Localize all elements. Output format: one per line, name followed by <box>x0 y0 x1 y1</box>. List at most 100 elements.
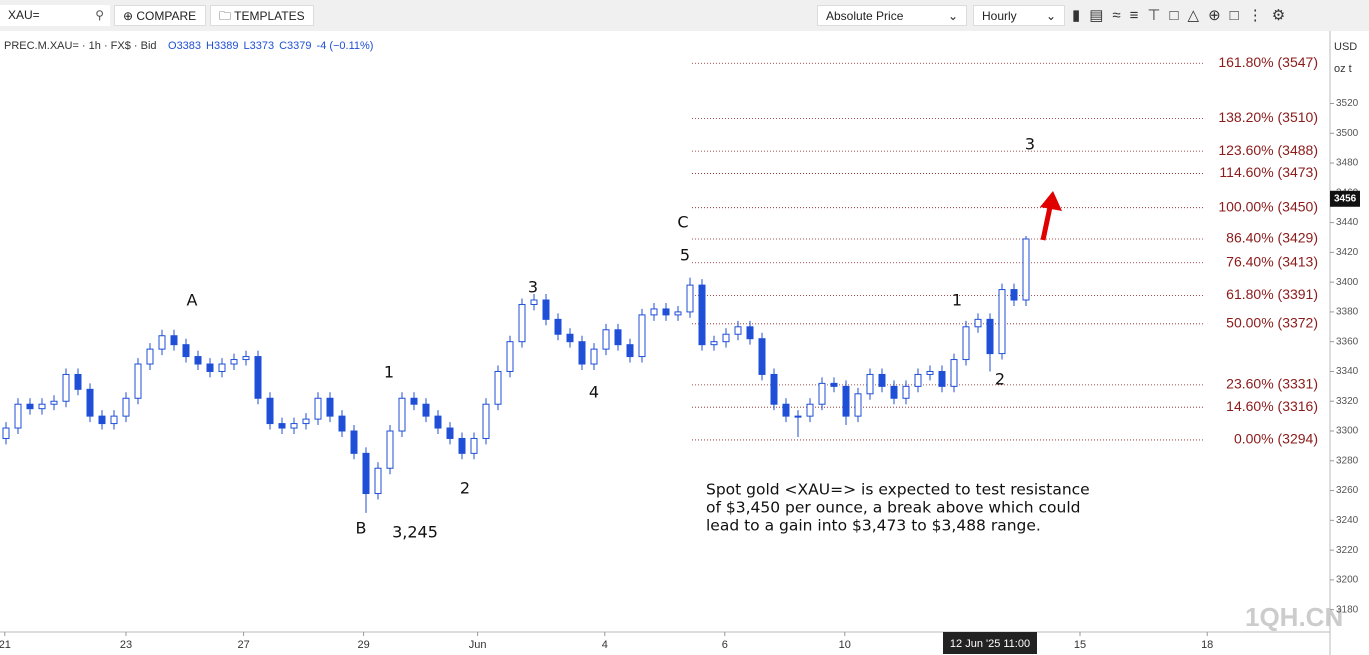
candle-body <box>386 430 394 469</box>
candle-body <box>302 418 310 425</box>
y-tick-label: 3520 <box>1336 98 1359 109</box>
ohlc-value: 3373 <box>250 40 274 52</box>
fib-label-bg <box>1205 109 1325 128</box>
fib-label: 161.80% (3547) <box>1218 54 1318 70</box>
candle-body <box>314 397 322 420</box>
price-mode-dropdown[interactable]: Absolute Price ⌄ <box>817 5 967 26</box>
fib-label-bg <box>1205 314 1325 333</box>
fib-label-bg <box>1205 164 1325 183</box>
y-tick-label: 3220 <box>1336 545 1359 556</box>
y-tick-label: 3320 <box>1336 396 1359 407</box>
interval-dropdown[interactable]: Hourly ⌄ <box>973 5 1065 26</box>
x-tick-label: 4 <box>602 639 608 651</box>
candle-body <box>566 333 574 343</box>
candle-body <box>950 359 958 387</box>
candle-body <box>794 415 802 418</box>
candle-body <box>158 335 166 350</box>
candle-body <box>662 308 670 316</box>
fib-label: 138.20% (3510) <box>1218 109 1318 125</box>
ohlc-value: 3383 <box>177 40 201 52</box>
candle-body <box>734 326 742 335</box>
fib-label-bg <box>1205 229 1325 248</box>
candle-body <box>254 356 262 399</box>
candle-body <box>758 338 766 375</box>
candle-body <box>38 403 46 410</box>
drawing-tools[interactable]: ▮▤≈≡⊤□△⊕□⋮⚙ <box>1072 7 1295 24</box>
note-line: of $3,450 per ounce, a break above which… <box>706 499 1081 517</box>
y-tick-label: 3180 <box>1336 604 1359 615</box>
fib-label: 123.60% (3488) <box>1218 142 1318 158</box>
wave-label: 3 <box>528 278 538 297</box>
fib-label: 76.40% (3413) <box>1226 253 1318 269</box>
x-tick-label: 10 <box>839 639 851 651</box>
candle-body <box>242 356 250 361</box>
candle-body <box>578 341 586 365</box>
candle-body <box>398 397 406 432</box>
candle-body <box>650 308 658 316</box>
candle-body <box>782 403 790 417</box>
candle-body <box>770 373 778 405</box>
note-line: Spot gold <XAU=> is expected to test res… <box>706 481 1090 499</box>
candle-body <box>26 403 34 410</box>
ohlc-value: 3379 <box>287 40 311 52</box>
candle-body <box>626 344 634 358</box>
candle-body <box>506 341 514 372</box>
candle-body <box>482 403 490 439</box>
candle-body <box>98 415 106 425</box>
compare-button[interactable]: ⊕ COMPARE <box>114 5 206 26</box>
candle-body <box>194 356 202 365</box>
candle-body <box>830 382 838 387</box>
x-tick-label: 6 <box>722 639 728 651</box>
fib-label: 114.60% (3473) <box>1219 164 1318 180</box>
last-price: 3456 <box>1334 193 1357 204</box>
fib-label-bg <box>1205 198 1325 217</box>
candle-body <box>1022 238 1030 301</box>
y-tick-label: 3280 <box>1336 455 1359 466</box>
caret: ⌄ <box>947 9 958 23</box>
currency: USD <box>1334 41 1357 53</box>
candle-body <box>686 284 694 313</box>
y-tick-label: 3420 <box>1336 247 1359 258</box>
candle-body <box>2 427 10 439</box>
y-tick-label: 3200 <box>1336 575 1359 586</box>
cursor-time: 12 Jun '25 11:00 <box>950 638 1030 650</box>
candle-body <box>602 329 610 350</box>
candle-body <box>446 427 454 439</box>
y-tick-label: 3480 <box>1336 158 1359 169</box>
wave-label: 5 <box>680 246 690 265</box>
candle-body <box>914 373 922 387</box>
candle-body <box>542 299 550 320</box>
candle-body <box>746 326 754 340</box>
candle-body <box>86 388 94 417</box>
symbol-search[interactable]: XAU= ⚲ <box>0 5 110 26</box>
templates-button[interactable]: 🗀 TEMPLATES <box>210 5 314 26</box>
candle-body <box>290 423 298 429</box>
cursor-time-bg <box>943 632 1037 654</box>
price-mode: Absolute Price <box>826 9 904 23</box>
wave-label: 2 <box>995 370 1005 389</box>
red-arrow <box>1040 191 1062 241</box>
y-tick-label: 3300 <box>1336 426 1359 437</box>
y-tick-label: 3240 <box>1336 515 1359 526</box>
x-tick-label: Jun <box>469 639 487 651</box>
candle-body <box>206 363 214 372</box>
candle-body <box>674 311 682 316</box>
candle-body <box>494 370 502 405</box>
last-price-bg <box>1330 190 1360 207</box>
unit: oz t <box>1334 63 1352 75</box>
candle-body <box>362 452 370 495</box>
legend-ohlc: O3383 H3389 L3373 C3379 -4 (−0.11%) <box>168 40 373 52</box>
candle-body <box>458 437 466 454</box>
fib-label: 50.00% (3372) <box>1226 315 1318 331</box>
candle-body <box>170 335 178 346</box>
interval: Hourly <box>982 9 1017 23</box>
candle-body <box>434 415 442 429</box>
y-tick-label: 3260 <box>1336 485 1359 496</box>
candle-body <box>182 344 190 358</box>
candle-body <box>974 318 982 328</box>
candle-body <box>350 430 358 454</box>
candle-body <box>854 393 862 417</box>
ohlc-key: L <box>243 40 249 52</box>
candle-body <box>590 348 598 365</box>
